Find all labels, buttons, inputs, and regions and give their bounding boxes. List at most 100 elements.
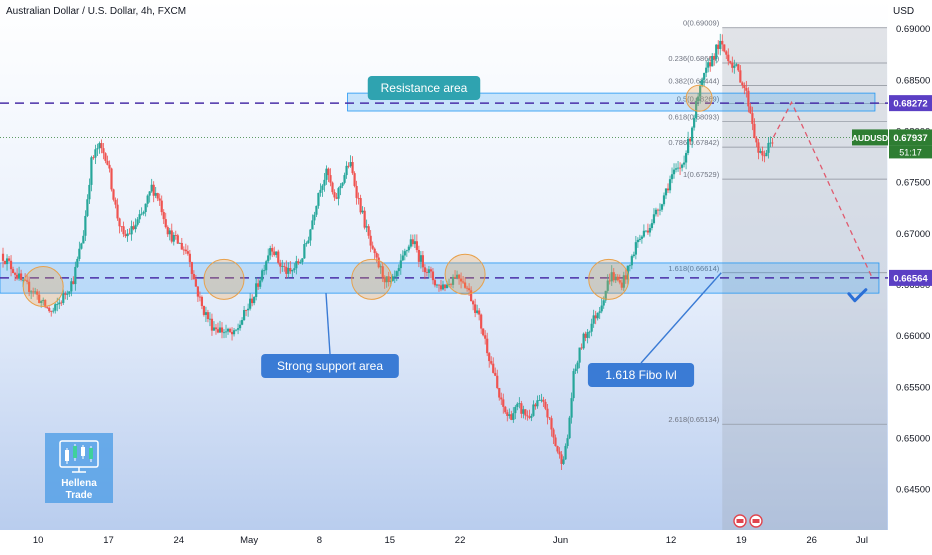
- candle-body: [82, 235, 85, 244]
- candle-body: [540, 399, 543, 401]
- symbol-tag-bg: [852, 129, 888, 146]
- candle-body: [114, 199, 117, 205]
- candle-body: [488, 353, 491, 362]
- candle-body: [676, 167, 680, 169]
- candle-body: [309, 229, 312, 241]
- candle-body: [703, 72, 706, 80]
- candle-body: [560, 454, 563, 464]
- candle-body: [572, 371, 575, 399]
- candle-body: [689, 138, 692, 142]
- fib-level-label: 0.382(0.68444): [668, 77, 719, 86]
- candle-body: [658, 209, 662, 211]
- candle-body: [150, 184, 153, 192]
- candle-body: [132, 226, 135, 230]
- fibo-annotation-pointer: [640, 272, 722, 364]
- y-tick-label: 0.65500: [896, 382, 930, 393]
- candle-body: [707, 62, 710, 68]
- candle-body: [727, 54, 730, 62]
- candle-body: [769, 142, 772, 144]
- candle-body: [259, 280, 262, 287]
- candle-body: [409, 239, 412, 247]
- candle-body: [355, 185, 358, 198]
- candle-body: [498, 387, 501, 398]
- candle-body: [261, 270, 264, 281]
- candle-body: [186, 251, 189, 254]
- candle-body: [682, 162, 686, 165]
- candle-body: [301, 258, 304, 263]
- candle-body: [345, 165, 348, 176]
- candle-body: [686, 138, 690, 154]
- candle-body: [534, 404, 537, 407]
- candle-body: [614, 276, 617, 281]
- candle-body: [528, 416, 531, 418]
- candle-body: [427, 269, 431, 273]
- candle-body: [78, 248, 81, 259]
- candle-body: [725, 51, 728, 55]
- candle-body: [588, 331, 591, 333]
- candle-body: [206, 312, 210, 320]
- support-annotation-box: [261, 354, 399, 378]
- forecast-path: [772, 100, 873, 278]
- candle-body: [277, 251, 280, 263]
- candle-body: [19, 273, 23, 280]
- candle-body: [648, 227, 652, 233]
- fib-level-label: 1.618(0.66614): [668, 264, 719, 273]
- candle-body: [232, 330, 236, 335]
- fib-level-label: 0.236(0.68664): [668, 54, 719, 63]
- candle-body: [72, 281, 75, 285]
- candle-body: [267, 255, 270, 262]
- candle-body: [335, 197, 338, 199]
- candle-body: [208, 318, 212, 320]
- candle-body: [343, 175, 346, 183]
- candle-body: [106, 160, 109, 165]
- candle-body: [484, 335, 487, 339]
- candle-body: [337, 188, 340, 199]
- fibo-annotation-box: [587, 363, 695, 387]
- candle-body: [558, 451, 561, 455]
- candle-body: [556, 446, 559, 452]
- candle-body: [122, 226, 125, 235]
- candle-body: [592, 315, 595, 324]
- candle-body: [247, 308, 250, 311]
- candle-body: [405, 250, 408, 252]
- candle-body: [124, 234, 127, 237]
- resistance-annotation-box: [367, 76, 481, 100]
- candle-body: [228, 328, 232, 332]
- candle-body: [80, 243, 83, 249]
- candle-body: [174, 235, 177, 236]
- candle-body: [678, 167, 682, 169]
- candle-body: [265, 261, 268, 271]
- y-tick-label: 0.65000: [896, 433, 930, 444]
- candle-body: [435, 284, 439, 286]
- y-tick-label: 0.67500: [896, 178, 930, 189]
- candle-body: [552, 429, 555, 438]
- candle-body: [622, 275, 625, 288]
- candle-body: [363, 210, 366, 228]
- candle-body: [747, 90, 750, 107]
- candle-body: [492, 363, 495, 373]
- candle-body: [598, 311, 601, 313]
- y-tick-label: 0.68500: [896, 75, 930, 86]
- candle-body: [126, 233, 129, 237]
- candle-body: [293, 268, 296, 271]
- x-tick-label: May: [240, 535, 258, 546]
- candle-body: [28, 281, 31, 292]
- candle-body: [550, 418, 553, 430]
- watermark-line1: Hellena: [61, 478, 97, 489]
- highlight-circle: [351, 258, 393, 300]
- candle-body: [371, 245, 374, 249]
- candle-body: [212, 327, 216, 331]
- candle-body: [500, 397, 503, 400]
- candle-body: [295, 261, 298, 269]
- x-tick-label: 17: [103, 535, 114, 546]
- candle-body: [180, 242, 183, 250]
- candle-body: [359, 198, 362, 213]
- symbol-tag-label: AUDUSD: [852, 133, 888, 143]
- candle-body: [327, 168, 330, 176]
- candle-body: [68, 291, 71, 294]
- candle-body: [596, 312, 599, 319]
- candle-body: [656, 209, 660, 211]
- candle-body: [455, 274, 459, 278]
